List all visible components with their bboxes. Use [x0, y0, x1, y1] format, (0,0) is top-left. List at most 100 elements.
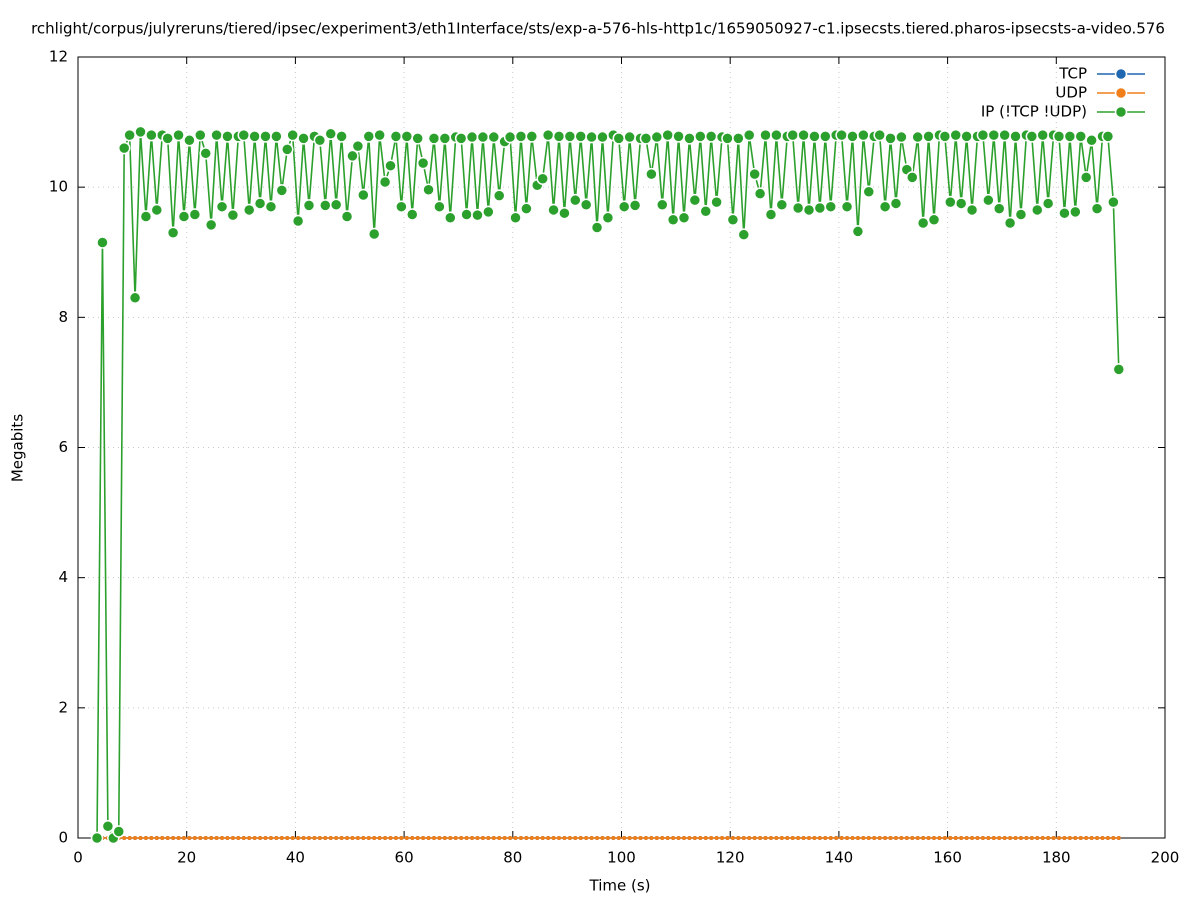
data-point: [241, 836, 246, 840]
data-point: [319, 199, 332, 212]
data-point: [817, 836, 822, 840]
data-point: [301, 836, 306, 840]
data-point: [649, 836, 654, 840]
data-point: [1057, 836, 1062, 840]
data-point: [248, 130, 261, 143]
data-point: [1046, 836, 1051, 840]
legend-marker: [1114, 67, 1128, 81]
data-point: [313, 134, 327, 147]
data-point: [355, 836, 360, 840]
data-point: [393, 836, 398, 840]
data-point: [334, 836, 339, 840]
data-point: [595, 836, 600, 840]
data-point: [747, 836, 752, 840]
data-point: [1101, 130, 1115, 143]
data-point: [774, 836, 779, 840]
data-point: [991, 836, 996, 840]
data-point: [221, 130, 234, 143]
data-point: [752, 836, 757, 840]
data-point: [736, 836, 741, 840]
data-point: [579, 198, 593, 211]
data-point: [362, 130, 376, 143]
data-point: [280, 143, 294, 156]
data-point: [552, 130, 566, 143]
data-point: [345, 836, 350, 840]
data-point: [656, 198, 669, 211]
data-point: [970, 836, 975, 840]
data-point: [518, 836, 523, 840]
data-point: [975, 836, 980, 840]
data-point: [710, 195, 723, 209]
data-point: [551, 836, 556, 840]
data-point: [176, 836, 181, 840]
data-point: [589, 836, 594, 840]
data-point: [1052, 130, 1066, 143]
data-point: [741, 836, 746, 840]
data-point: [639, 132, 653, 145]
data-point: [317, 836, 322, 840]
data-point: [1014, 208, 1028, 221]
data-point: [122, 836, 127, 840]
data-point: [850, 836, 855, 840]
data-point: [431, 836, 436, 840]
data-point: [482, 205, 495, 219]
data-point: [866, 836, 871, 840]
data-point: [726, 213, 740, 226]
data-point: [529, 836, 534, 840]
data-point: [192, 836, 197, 840]
data-point: [465, 130, 479, 144]
data-point: [459, 836, 464, 840]
data-point: [464, 836, 469, 840]
data-point: [400, 130, 414, 143]
data-point: [268, 836, 273, 840]
data-point: [1111, 836, 1116, 840]
data-point: [558, 206, 571, 220]
data-point: [797, 128, 810, 142]
data-point: [492, 189, 506, 202]
data-point: [698, 836, 703, 840]
data-point: [296, 836, 301, 840]
data-point: [127, 836, 132, 840]
data-point: [96, 236, 109, 249]
data-point: [427, 132, 441, 145]
data-point: [383, 836, 388, 840]
data-point: [378, 175, 392, 189]
x-tick-label: 40: [286, 849, 305, 867]
data-point: [123, 128, 136, 142]
data-point: [242, 203, 256, 217]
y-tick-label: 2: [58, 698, 68, 716]
data-point: [954, 197, 968, 210]
data-point: [138, 836, 143, 840]
data-point: [938, 130, 952, 143]
data-point: [215, 200, 229, 213]
data-point: [149, 836, 154, 840]
data-point: [840, 200, 854, 213]
data-point: [645, 167, 658, 181]
data-point: [416, 156, 430, 170]
data-point: [704, 130, 718, 143]
data-point: [801, 836, 806, 840]
data-point: [415, 836, 420, 840]
data-point: [367, 227, 381, 241]
data-point: [101, 820, 115, 833]
data-point: [475, 836, 480, 840]
data-point: [786, 128, 799, 142]
data-point: [910, 836, 915, 840]
data-point: [834, 836, 839, 840]
data-point: [302, 199, 316, 212]
data-point: [584, 836, 589, 840]
data-point: [1025, 130, 1039, 143]
data-point: [982, 193, 995, 207]
data-point: [770, 128, 783, 142]
data-point: [514, 130, 528, 143]
data-point: [1067, 836, 1072, 840]
data-point: [1095, 836, 1100, 840]
data-point: [1079, 171, 1093, 184]
data-point: [117, 141, 131, 155]
data-point: [290, 836, 295, 840]
data-point: [1003, 216, 1017, 230]
data-point: [725, 836, 730, 840]
data-point: [953, 836, 958, 840]
data-point: [906, 171, 919, 184]
